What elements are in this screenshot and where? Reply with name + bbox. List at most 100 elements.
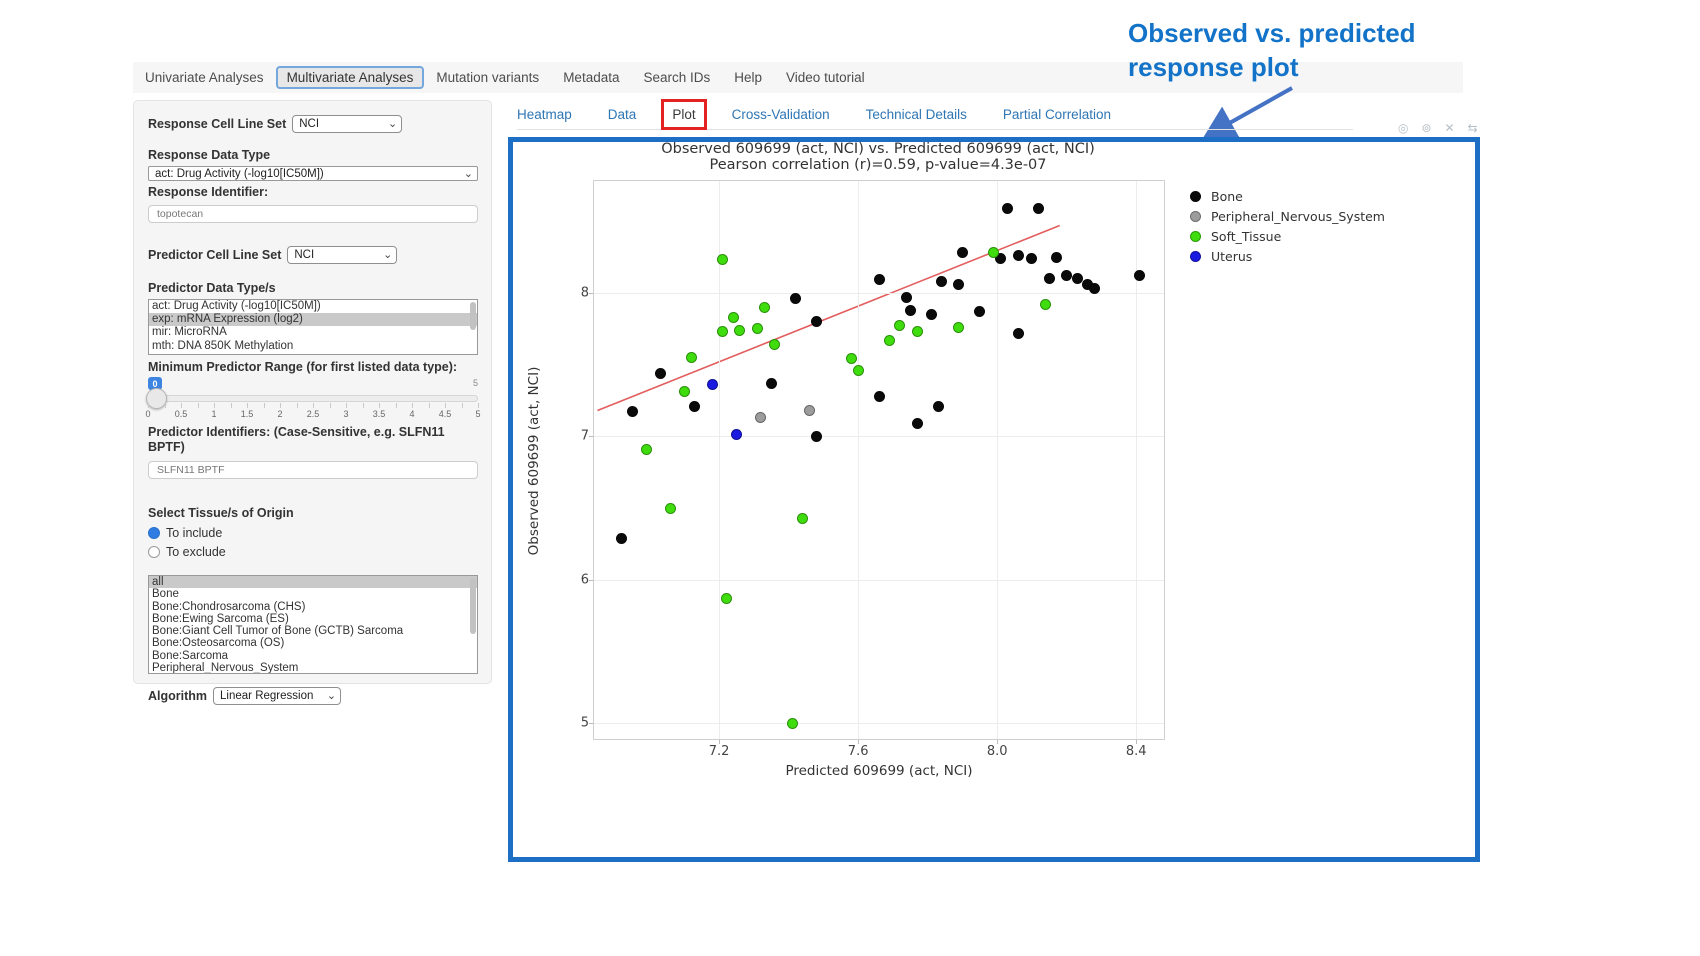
nav-tab-metadata[interactable]: Metadata — [563, 70, 620, 85]
data-point-bone[interactable] — [790, 293, 802, 305]
predictor-cell-line-set-select[interactable]: NCI ⌄ — [287, 246, 398, 264]
nav-tab-multivariate-analyses[interactable]: Multivariate Analyses — [275, 66, 425, 89]
algorithm-select[interactable]: Linear Regression ⌄ — [213, 687, 342, 705]
data-point-bone[interactable] — [1088, 283, 1100, 295]
subtab-data[interactable]: Data — [607, 107, 637, 122]
radio-selected-icon[interactable] — [148, 527, 160, 539]
nav-tab-search-ids[interactable]: Search IDs — [643, 70, 711, 85]
data-point-soft_tissue[interactable] — [758, 301, 770, 313]
tissue-option[interactable]: Bone:Ewing Sarcoma (ES) — [152, 612, 289, 625]
data-point-soft_tissue[interactable] — [894, 320, 906, 332]
predictor-data-types-listbox[interactable]: act: Drug Activity (-log10[IC50M]) exp: m… — [148, 299, 478, 355]
data-point-soft_tissue[interactable] — [852, 364, 864, 376]
data-point-bone[interactable] — [901, 291, 913, 303]
legend-item-soft_tissue[interactable]: Soft_Tissue — [1190, 226, 1385, 246]
data-point-soft_tissue[interactable] — [953, 321, 965, 333]
data-point-soft_tissue[interactable] — [1040, 298, 1052, 310]
data-point-bone[interactable] — [654, 367, 666, 379]
data-point-peripheral_nervous_system[interactable] — [755, 412, 767, 424]
toolbar-zoom-icon[interactable]: ⊚ — [1421, 121, 1432, 135]
nav-tab-video-tutorial[interactable]: Video tutorial — [786, 70, 865, 85]
response-data-type-select[interactable]: act: Drug Activity (-log10[IC50M]) ⌄ — [148, 166, 478, 181]
data-point-bone[interactable] — [1043, 273, 1055, 285]
data-point-bone[interactable] — [810, 316, 822, 328]
nav-tab-mutation-variants[interactable]: Mutation variants — [436, 70, 540, 85]
data-point-bone[interactable] — [626, 406, 638, 418]
data-type-option[interactable]: exp: mRNA Expression (log2) — [149, 313, 477, 327]
data-point-soft_tissue[interactable] — [717, 326, 729, 338]
data-point-bone[interactable] — [810, 430, 822, 442]
data-type-option[interactable]: mth: DNA 850K Methylation — [152, 339, 294, 352]
legend-item-uterus[interactable]: Uterus — [1190, 246, 1385, 266]
response-identifier-input[interactable]: topotecan — [148, 205, 478, 223]
data-point-bone[interactable] — [1033, 202, 1045, 214]
tissue-option[interactable]: Bone — [152, 588, 179, 601]
nav-tab-help[interactable]: Help — [734, 70, 763, 85]
data-point-bone[interactable] — [873, 274, 885, 286]
data-point-bone[interactable] — [1134, 270, 1146, 282]
data-point-soft_tissue[interactable] — [751, 323, 763, 335]
data-point-bone[interactable] — [616, 532, 628, 544]
data-point-bone[interactable] — [974, 306, 986, 318]
data-point-soft_tissue[interactable] — [988, 247, 1000, 259]
toolbar-expand-icon[interactable]: ⇆ — [1467, 121, 1478, 135]
slider-track[interactable] — [148, 395, 478, 402]
radio-unselected-icon[interactable] — [148, 546, 160, 558]
tissue-option[interactable]: Bone:Sarcoma — [152, 649, 229, 662]
data-point-soft_tissue[interactable] — [845, 353, 857, 365]
data-point-soft_tissue[interactable] — [640, 443, 652, 455]
response-cell-line-set-select[interactable]: NCI ⌄ — [292, 115, 403, 133]
data-point-soft_tissue[interactable] — [720, 592, 732, 604]
data-point-soft_tissue[interactable] — [685, 351, 697, 363]
data-point-bone[interactable] — [1012, 327, 1024, 339]
predictor-identifiers-input[interactable]: SLFN11 BPTF — [148, 461, 478, 479]
data-point-soft_tissue[interactable] — [911, 326, 923, 338]
legend-item-bone[interactable]: Bone — [1190, 186, 1385, 206]
tissue-option[interactable]: all — [149, 576, 477, 589]
tissue-option[interactable]: Bone:Giant Cell Tumor of Bone (GCTB) Sar… — [152, 625, 404, 638]
data-point-bone[interactable] — [1002, 202, 1014, 214]
data-point-bone[interactable] — [925, 308, 937, 320]
nav-tab-univariate-analyses[interactable]: Univariate Analyses — [145, 70, 264, 85]
data-point-uterus[interactable] — [706, 379, 718, 391]
data-point-bone[interactable] — [995, 252, 1007, 264]
data-point-soft_tissue[interactable] — [727, 311, 739, 323]
data-point-soft_tissue[interactable] — [664, 502, 676, 514]
min-predictor-range-slider[interactable]: 0 5 0 0.5 1 1.5 2 2.5 3 3.5 4 4.5 5 — [145, 377, 481, 419]
tissue-option[interactable]: Bone:Chondrosarcoma (CHS) — [152, 600, 306, 613]
toolbar-close-icon[interactable]: ✕ — [1444, 121, 1455, 135]
data-point-bone[interactable] — [911, 417, 923, 429]
data-point-soft_tissue[interactable] — [797, 512, 809, 524]
data-point-bone[interactable] — [904, 304, 916, 316]
data-point-soft_tissue[interactable] — [717, 254, 729, 266]
data-point-soft_tissue[interactable] — [883, 334, 895, 346]
plot-panel[interactable]: Observed 609699 (act, NCI) Predicted 609… — [526, 180, 1165, 779]
scrollbar-thumb[interactable] — [470, 578, 476, 634]
data-point-bone[interactable] — [689, 400, 701, 412]
data-point-bone[interactable] — [932, 400, 944, 412]
tissue-origin-listbox[interactable]: all Bone Bone:Chondrosarcoma (CHS) Bone:Ewi… — [148, 575, 478, 674]
data-point-bone[interactable] — [873, 390, 885, 402]
legend-item-peripheral_nervous_system[interactable]: Peripheral_Nervous_System — [1190, 206, 1385, 226]
data-point-bone[interactable] — [1050, 251, 1062, 263]
data-point-peripheral_nervous_system[interactable] — [803, 405, 815, 416]
data-type-option[interactable]: act: Drug Activity (-log10[IC50M]) — [152, 300, 321, 312]
data-point-bone[interactable] — [1071, 273, 1083, 285]
subtab-partial-correlation[interactable]: Partial Correlation — [1002, 107, 1111, 122]
scrollbar-thumb[interactable] — [470, 302, 476, 330]
subtab-heatmap[interactable]: Heatmap — [517, 107, 572, 122]
data-point-bone[interactable] — [1012, 250, 1024, 262]
subtab-cross-validation[interactable]: Cross-Validation — [731, 107, 830, 122]
data-point-bone[interactable] — [765, 377, 777, 389]
data-point-soft_tissue[interactable] — [734, 324, 746, 336]
data-type-option[interactable]: mir: MicroRNA — [152, 326, 227, 339]
tissue-option[interactable]: Peripheral_Nervous_System — [152, 662, 299, 674]
data-point-uterus[interactable] — [731, 429, 742, 441]
tissue-option[interactable]: Bone:Osteosarcoma (OS) — [152, 637, 285, 650]
data-point-bone[interactable] — [1026, 252, 1038, 264]
data-point-bone[interactable] — [956, 247, 968, 259]
data-point-bone[interactable] — [936, 275, 948, 287]
data-point-soft_tissue[interactable] — [786, 717, 798, 729]
slider-handle[interactable] — [146, 388, 167, 409]
toolbar-camera-icon[interactable]: ◎ — [1398, 121, 1409, 135]
